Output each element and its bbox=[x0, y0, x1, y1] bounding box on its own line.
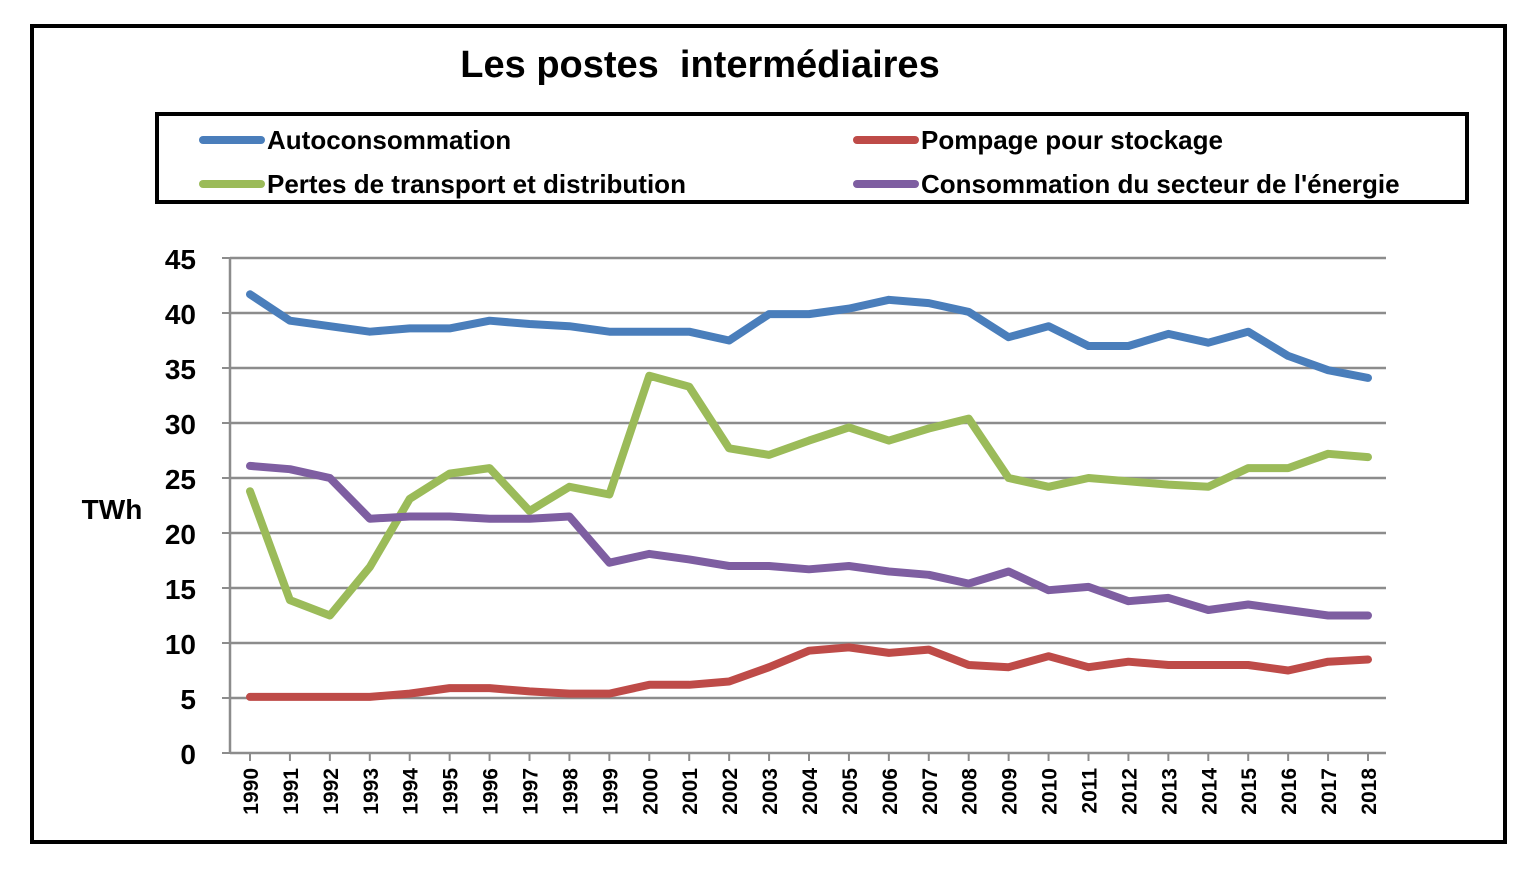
x-tick-label: 2004 bbox=[799, 768, 822, 815]
legend-label: Consommation du secteur de l'énergie bbox=[921, 168, 1400, 199]
x-tick-label: 1994 bbox=[400, 768, 423, 815]
x-tick-label: 1991 bbox=[280, 768, 303, 815]
series-line-1 bbox=[246, 643, 1372, 701]
x-tick-label: 2003 bbox=[759, 768, 782, 815]
legend-swatch bbox=[853, 180, 919, 188]
legend-item-pompage: Pompage pour stockage bbox=[853, 120, 1223, 160]
x-tick-label: 1993 bbox=[360, 768, 383, 815]
x-tick-label: 2016 bbox=[1278, 768, 1301, 815]
legend-label: Pompage pour stockage bbox=[921, 124, 1223, 155]
legend-label: Pertes de transport et distribution bbox=[267, 168, 686, 199]
x-tick-label: 1996 bbox=[480, 768, 503, 815]
chart-title: Les postes intermédiaires bbox=[460, 44, 940, 86]
legend-swatch bbox=[853, 136, 919, 144]
x-tick-label: 2013 bbox=[1158, 768, 1181, 815]
x-tick-label: 2007 bbox=[919, 768, 942, 815]
y-tick-label: 10 bbox=[165, 629, 196, 660]
x-tick-label: 2010 bbox=[1039, 768, 1062, 815]
y-tick-label: 35 bbox=[165, 354, 196, 385]
x-tick-label: 2000 bbox=[639, 768, 662, 815]
series-line-2 bbox=[246, 371, 1372, 620]
x-tick-label: 2011 bbox=[1079, 768, 1102, 814]
legend-item-autoconsommation: Autoconsommation bbox=[199, 120, 511, 160]
legend-item-pertes: Pertes de transport et distribution bbox=[199, 164, 686, 204]
x-tick-label: 1995 bbox=[440, 768, 463, 815]
x-tick-label: 1990 bbox=[240, 768, 263, 815]
y-tick-labels: 0 5 10 15 20 25 30 35 40 45 bbox=[165, 244, 196, 770]
x-tick-label: 1999 bbox=[599, 768, 622, 815]
y-tick-label: 20 bbox=[165, 519, 196, 550]
x-tick-label: 1992 bbox=[320, 768, 343, 815]
legend-label: Autoconsommation bbox=[267, 124, 512, 155]
x-tick-label: 2006 bbox=[879, 768, 902, 815]
y-axis-label: TWh bbox=[82, 494, 143, 525]
x-tick-label: 2017 bbox=[1318, 768, 1341, 815]
gridlines bbox=[230, 256, 1386, 700]
legend-swatch bbox=[199, 180, 265, 188]
y-tick-label: 15 bbox=[165, 574, 196, 605]
y-tick-label: 30 bbox=[165, 409, 196, 440]
chart-frame bbox=[30, 24, 1507, 844]
y-tick-label: 45 bbox=[165, 244, 196, 275]
x-tick-label: 2002 bbox=[719, 768, 742, 815]
x-tick-label: 1998 bbox=[559, 768, 582, 815]
x-tick-label: 2015 bbox=[1238, 768, 1261, 815]
y-tick-label: 0 bbox=[180, 739, 196, 770]
x-tick-label: 2001 bbox=[679, 768, 702, 815]
axes bbox=[222, 257, 1386, 761]
series-line-0 bbox=[246, 290, 1372, 382]
x-tick-label: 2005 bbox=[839, 768, 862, 815]
y-tick-label: 40 bbox=[165, 299, 196, 330]
series-lines bbox=[246, 290, 1372, 701]
y-tick-label: 25 bbox=[165, 464, 196, 495]
series-line-3 bbox=[246, 461, 1372, 620]
y-tick-label: 5 bbox=[180, 684, 196, 715]
x-tick-label: 2008 bbox=[959, 768, 982, 815]
x-tick-labels: 1990 1991 1992 1993 1994 1995 1996 1997 1998 1999… bbox=[240, 768, 1381, 815]
x-tick-label: 2009 bbox=[999, 768, 1022, 815]
legend-item-consommation-energie: Consommation du secteur de l'énergie bbox=[853, 164, 1400, 204]
x-tick-label: 1997 bbox=[520, 768, 543, 815]
x-tick-label: 2014 bbox=[1198, 768, 1221, 815]
legend-swatch bbox=[199, 136, 265, 144]
x-tick-label: 2012 bbox=[1118, 768, 1141, 815]
chart-legend: Autoconsommation Pompage pour stockage P… bbox=[155, 112, 1469, 204]
x-tick-label: 2018 bbox=[1358, 768, 1381, 815]
